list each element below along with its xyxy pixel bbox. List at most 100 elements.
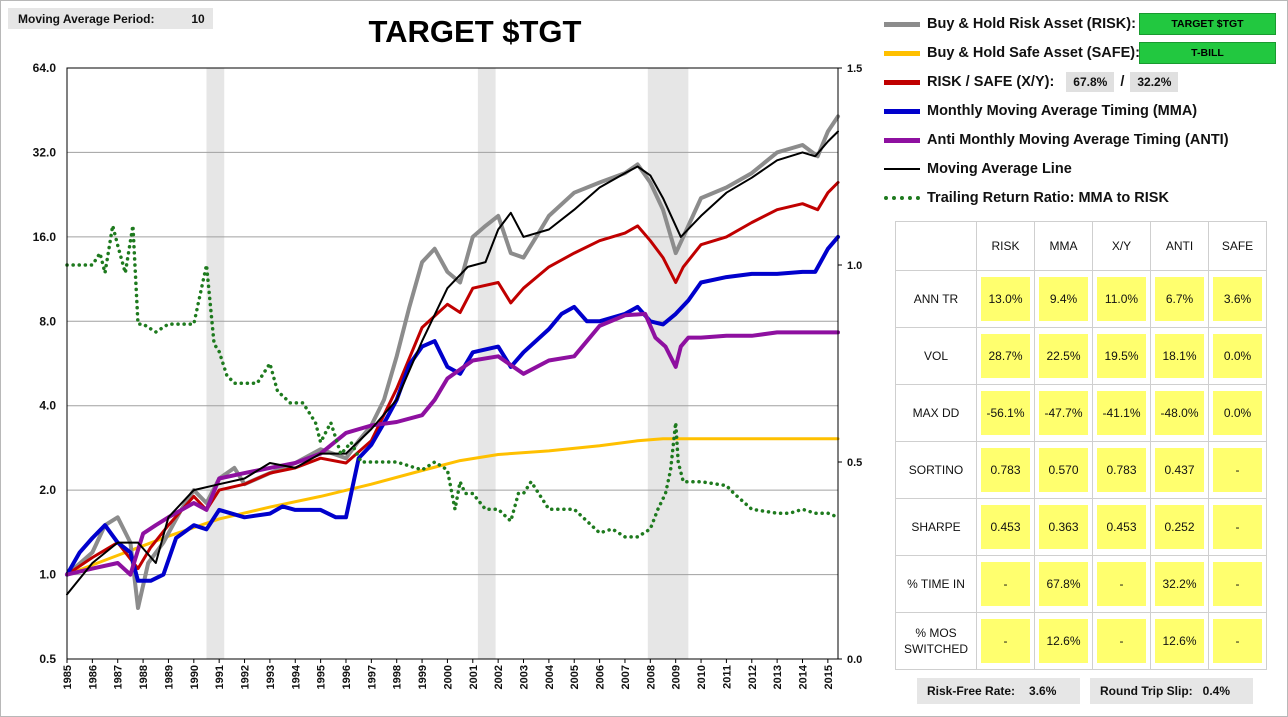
stats-cell-mma: 12.6% bbox=[1034, 612, 1093, 670]
stats-value: 0.0% bbox=[1213, 334, 1262, 378]
moving-average-period-box: Moving Average Period: 10 bbox=[8, 8, 213, 29]
stats-value: -41.1% bbox=[1097, 391, 1146, 435]
stats-row: % MOS SWITCHED -12.6% -12.6% - bbox=[895, 612, 1267, 670]
moving-average-period-value: 10 bbox=[191, 12, 205, 26]
x-tick-label: 2008 bbox=[645, 665, 657, 689]
legend-mma-swatch bbox=[884, 108, 920, 114]
legend-ratio: Trailing Return Ratio: MMA to RISK bbox=[884, 185, 1169, 211]
legend-anti-label: Anti Monthly Moving Average Timing (ANTI… bbox=[927, 132, 1229, 148]
stats-value: - bbox=[1097, 619, 1146, 663]
y-tick-label: 4.0 bbox=[39, 399, 56, 413]
y2-tick-label: 1.5 bbox=[847, 63, 862, 75]
stats-cell-risk: -56.1% bbox=[976, 384, 1035, 442]
legend-ma-line-label: Moving Average Line bbox=[927, 161, 1072, 177]
stats-row-label: SORTINO bbox=[895, 441, 977, 499]
stats-cell-xy: 0.783 bbox=[1092, 441, 1151, 499]
x-tick-label: 2012 bbox=[747, 665, 759, 689]
shaded-band bbox=[477, 68, 496, 659]
stats-value: - bbox=[1097, 562, 1146, 606]
stats-cell-risk: - bbox=[976, 555, 1035, 613]
y-tick-label: 0.5 bbox=[39, 652, 56, 666]
stats-cell-mma: 0.363 bbox=[1034, 498, 1093, 556]
stats-cell-xy: - bbox=[1092, 612, 1151, 670]
stats-value: 0.453 bbox=[1097, 505, 1146, 549]
stats-cell-safe: - bbox=[1208, 555, 1267, 613]
y-tick-label: 64.0 bbox=[33, 61, 57, 75]
legend: Buy & Hold Risk Asset (RISK): TARGET $TG… bbox=[884, 10, 1284, 220]
series-ratio-line bbox=[65, 223, 840, 539]
stats-value: -56.1% bbox=[981, 391, 1030, 435]
x-tick-label: 2004 bbox=[544, 664, 556, 689]
stats-col-risk: RISK bbox=[976, 221, 1035, 271]
stats-cell-mma: 0.570 bbox=[1034, 441, 1093, 499]
x-tick-label: 1990 bbox=[189, 665, 201, 689]
shaded-band bbox=[647, 68, 689, 659]
stats-cell-xy: - bbox=[1092, 555, 1151, 613]
y-tick-label: 16.0 bbox=[33, 230, 57, 244]
stats-value: 0.453 bbox=[981, 505, 1030, 549]
legend-ratio-label: Trailing Return Ratio: MMA to RISK bbox=[927, 190, 1169, 206]
stats-cell-anti: 12.6% bbox=[1150, 612, 1209, 670]
stats-cell-mma: 67.8% bbox=[1034, 555, 1093, 613]
stats-row: ANN TR 13.0% 9.4% 11.0% 6.7% 3.6% bbox=[895, 270, 1267, 328]
xy-separator: / bbox=[1120, 74, 1125, 90]
x-tick-label: 2001 bbox=[468, 665, 480, 689]
stats-value: - bbox=[981, 619, 1030, 663]
stats-cell-anti: -48.0% bbox=[1150, 384, 1209, 442]
x-tick-label: 2000 bbox=[442, 665, 454, 689]
stats-value: 11.0% bbox=[1097, 277, 1146, 321]
legend-ma-line-swatch bbox=[884, 168, 920, 170]
risk-free-rate-label: Risk-Free Rate: bbox=[927, 684, 1016, 698]
legend-safe-label: Buy & Hold Safe Asset (SAFE): bbox=[927, 45, 1140, 61]
xy-risk-pct: 67.8% bbox=[1066, 72, 1115, 92]
stats-value: 0.252 bbox=[1155, 505, 1204, 549]
x-tick-label: 2013 bbox=[772, 665, 784, 689]
stats-cell-safe: 0.0% bbox=[1208, 384, 1267, 442]
x-tick-label: 1998 bbox=[392, 665, 404, 689]
stats-value: 12.6% bbox=[1039, 619, 1088, 663]
x-tick-label: 1987 bbox=[113, 665, 125, 689]
stats-col-safe: SAFE bbox=[1208, 221, 1267, 271]
stats-value: 22.5% bbox=[1039, 334, 1088, 378]
stats-cell-risk: - bbox=[976, 612, 1035, 670]
stats-row-label: ANN TR bbox=[895, 270, 977, 328]
stats-table: RISK MMA X/Y ANTI SAFE ANN TR 13.0% 9.4% 11… bbox=[895, 221, 1267, 670]
stats-cell-safe: - bbox=[1208, 498, 1267, 556]
stats-cell-xy: 19.5% bbox=[1092, 327, 1151, 385]
stats-row: SHARPE 0.453 0.363 0.453 0.252- bbox=[895, 498, 1267, 556]
stats-row: SORTINO 0.783 0.570 0.783 0.437- bbox=[895, 441, 1267, 499]
moving-average-period-label: Moving Average Period: bbox=[18, 12, 155, 26]
stats-value: 0.437 bbox=[1155, 448, 1204, 492]
legend-safe-swatch bbox=[884, 50, 920, 56]
risk-asset-name: TARGET $TGT bbox=[1139, 13, 1276, 35]
legend-mma-label: Monthly Moving Average Timing (MMA) bbox=[927, 103, 1198, 119]
stats-cell-mma: 9.4% bbox=[1034, 270, 1093, 328]
legend-risk-label: Buy & Hold Risk Asset (RISK): bbox=[927, 16, 1136, 32]
stats-value: 12.6% bbox=[1155, 619, 1204, 663]
stats-col-mma: MMA bbox=[1034, 221, 1093, 271]
series-ma-line-line bbox=[66, 130, 839, 596]
legend-safe: Buy & Hold Safe Asset (SAFE): bbox=[884, 40, 1140, 66]
y2-tick-label: 0.0 bbox=[847, 654, 862, 666]
legend-anti-swatch bbox=[884, 137, 920, 143]
plot-area-border bbox=[66, 67, 839, 660]
xy-safe-pct: 32.2% bbox=[1130, 72, 1179, 92]
x-tick-label: 2003 bbox=[519, 665, 531, 689]
stats-cell-safe: - bbox=[1208, 612, 1267, 670]
legend-xy-swatch bbox=[884, 79, 920, 85]
x-tick-label: 1997 bbox=[366, 665, 378, 689]
stats-value: 0.783 bbox=[1097, 448, 1146, 492]
stats-cell-risk: 0.783 bbox=[976, 441, 1035, 499]
risk-free-rate-value: 3.6% bbox=[1029, 684, 1057, 698]
series-xy-line bbox=[65, 181, 840, 577]
x-tick-label: 1999 bbox=[417, 665, 429, 689]
stats-value: 13.0% bbox=[981, 277, 1030, 321]
y-tick-label: 1.0 bbox=[39, 568, 56, 582]
legend-xy-label: RISK / SAFE (X/Y): bbox=[927, 74, 1055, 90]
stats-value: -48.0% bbox=[1155, 391, 1204, 435]
x-tick-label: 1989 bbox=[163, 665, 175, 689]
x-tick-label: 1988 bbox=[138, 665, 150, 689]
stats-cell-risk: 13.0% bbox=[976, 270, 1035, 328]
stats-col-xy: X/Y bbox=[1092, 221, 1151, 271]
stats-cell-risk: 28.7% bbox=[976, 327, 1035, 385]
